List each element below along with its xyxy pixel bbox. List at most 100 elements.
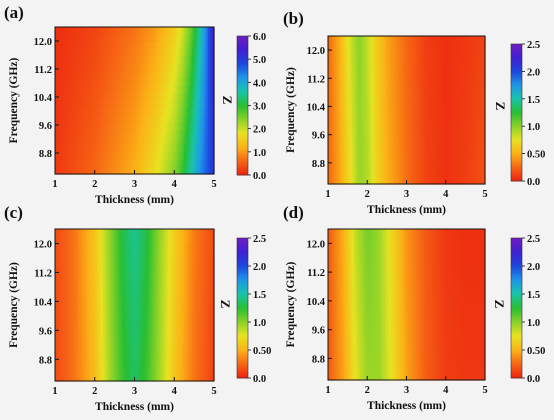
heatmap-cell: [122, 320, 126, 329]
heatmap-cell: [355, 139, 359, 148]
colorbar-segment: [237, 128, 248, 132]
heatmap-cell: [62, 41, 66, 50]
heatmap-cell: [404, 58, 408, 67]
heatmap-cell: [92, 327, 96, 336]
heatmap-cell: [90, 251, 94, 260]
heatmap-cell: [186, 27, 189, 35]
heatmap-cell: [58, 27, 62, 35]
heatmap-cell: [68, 305, 72, 314]
heatmap-cell: [106, 78, 110, 87]
heatmap-cell: [124, 297, 128, 306]
heatmap-cell: [373, 50, 376, 59]
heatmap-cell: [355, 176, 359, 185]
heatmap-cell: [341, 147, 345, 155]
heatmap-cell: [172, 115, 175, 124]
heatmap-cell: [96, 312, 100, 321]
heatmap-cell: [357, 36, 360, 44]
heatmap-cell: [134, 297, 138, 306]
heatmap-cell: [126, 297, 130, 306]
heatmap-cell: [62, 289, 66, 298]
heatmap-cell: [331, 176, 335, 185]
heatmap-cell: [122, 289, 126, 298]
heatmap-cell: [112, 365, 116, 374]
heatmap-cell: [178, 244, 181, 253]
heatmap-cell: [96, 305, 100, 314]
heatmap-cell: [118, 115, 122, 124]
heatmap-cell: [82, 71, 86, 80]
heatmap-cell: [204, 297, 207, 306]
heatmap-cell: [66, 151, 70, 160]
heatmap-cell: [74, 129, 78, 138]
heatmap-cell: [170, 100, 173, 109]
heatmap-cell: [172, 236, 175, 245]
heatmap-cell: [208, 144, 211, 153]
heatmap-cell: [455, 176, 459, 185]
heatmap-cell: [136, 166, 140, 175]
heatmap-cell: [124, 100, 128, 109]
heatmap-cell: [204, 282, 207, 291]
heatmap-cell: [435, 110, 439, 118]
heatmap-cell: [104, 289, 108, 298]
heatmap-cell: [154, 41, 157, 50]
heatmap-cell: [375, 87, 378, 96]
heatmap-cell: [384, 176, 388, 185]
heatmap-cell: [168, 305, 171, 314]
heatmap-cell: [210, 267, 213, 276]
heatmap-cell: [146, 41, 150, 50]
heatmap-cell: [394, 58, 398, 67]
heatmap-cell: [371, 80, 374, 89]
heatmap-cell: [180, 251, 183, 260]
heatmap-cell: [418, 102, 421, 111]
heatmap-cell: [172, 107, 175, 116]
heatmap-cell: [345, 50, 349, 59]
heatmap-cell: [345, 102, 349, 111]
heatmap-cell: [104, 34, 108, 43]
heatmap-cell: [200, 274, 203, 283]
heatmap-cell: [392, 43, 396, 52]
heatmap-cell: [90, 56, 94, 65]
heatmap-cell: [150, 144, 153, 153]
heatmap-cell: [406, 176, 410, 185]
heatmap-cell: [94, 244, 98, 253]
heatmap-cell: [339, 132, 343, 141]
heatmap-cell: [196, 312, 199, 321]
heatmap-cell: [178, 100, 181, 109]
heatmap-cell: [198, 159, 201, 168]
heatmap-cell: [433, 58, 437, 67]
heatmap-cell: [166, 267, 169, 276]
heatmap-cell: [439, 154, 443, 163]
heatmap-cell: [465, 73, 468, 81]
heatmap-cell: [60, 236, 64, 245]
heatmap-cell: [122, 137, 126, 146]
heatmap-cell: [459, 161, 463, 170]
heatmap-cell: [60, 49, 64, 57]
heatmap-cell: [426, 154, 429, 163]
heatmap-cell: [392, 95, 396, 104]
heatmap-cell: [467, 36, 470, 44]
heatmap-cell: [164, 358, 167, 367]
heatmap-cell: [118, 312, 122, 321]
heatmap-cell: [100, 274, 104, 283]
heatmap-cell: [439, 132, 443, 141]
heatmap-cell: [192, 343, 195, 352]
heatmap-cell: [365, 73, 368, 81]
heatmap-cell: [194, 236, 197, 245]
heatmap-cell: [168, 312, 171, 321]
heatmap-cell: [359, 36, 362, 44]
heatmap-cell: [451, 36, 455, 44]
heatmap-cell: [343, 87, 347, 96]
heatmap-cell: [404, 43, 408, 52]
heatmap-cell: [416, 132, 419, 141]
heatmap-cell: [196, 85, 199, 94]
heatmap-cell: [188, 56, 191, 65]
heatmap-cell: [180, 107, 183, 116]
heatmap-cell: [186, 129, 189, 138]
heatmap-cell: [84, 236, 88, 245]
colorbar-segment: [511, 50, 522, 54]
heatmap-cell: [212, 159, 215, 168]
heatmap-cell: [110, 320, 114, 329]
heatmap-cell: [110, 63, 114, 72]
heatmap-cell: [410, 80, 413, 89]
heatmap-cell: [96, 244, 100, 253]
heatmap-cell: [90, 151, 94, 160]
